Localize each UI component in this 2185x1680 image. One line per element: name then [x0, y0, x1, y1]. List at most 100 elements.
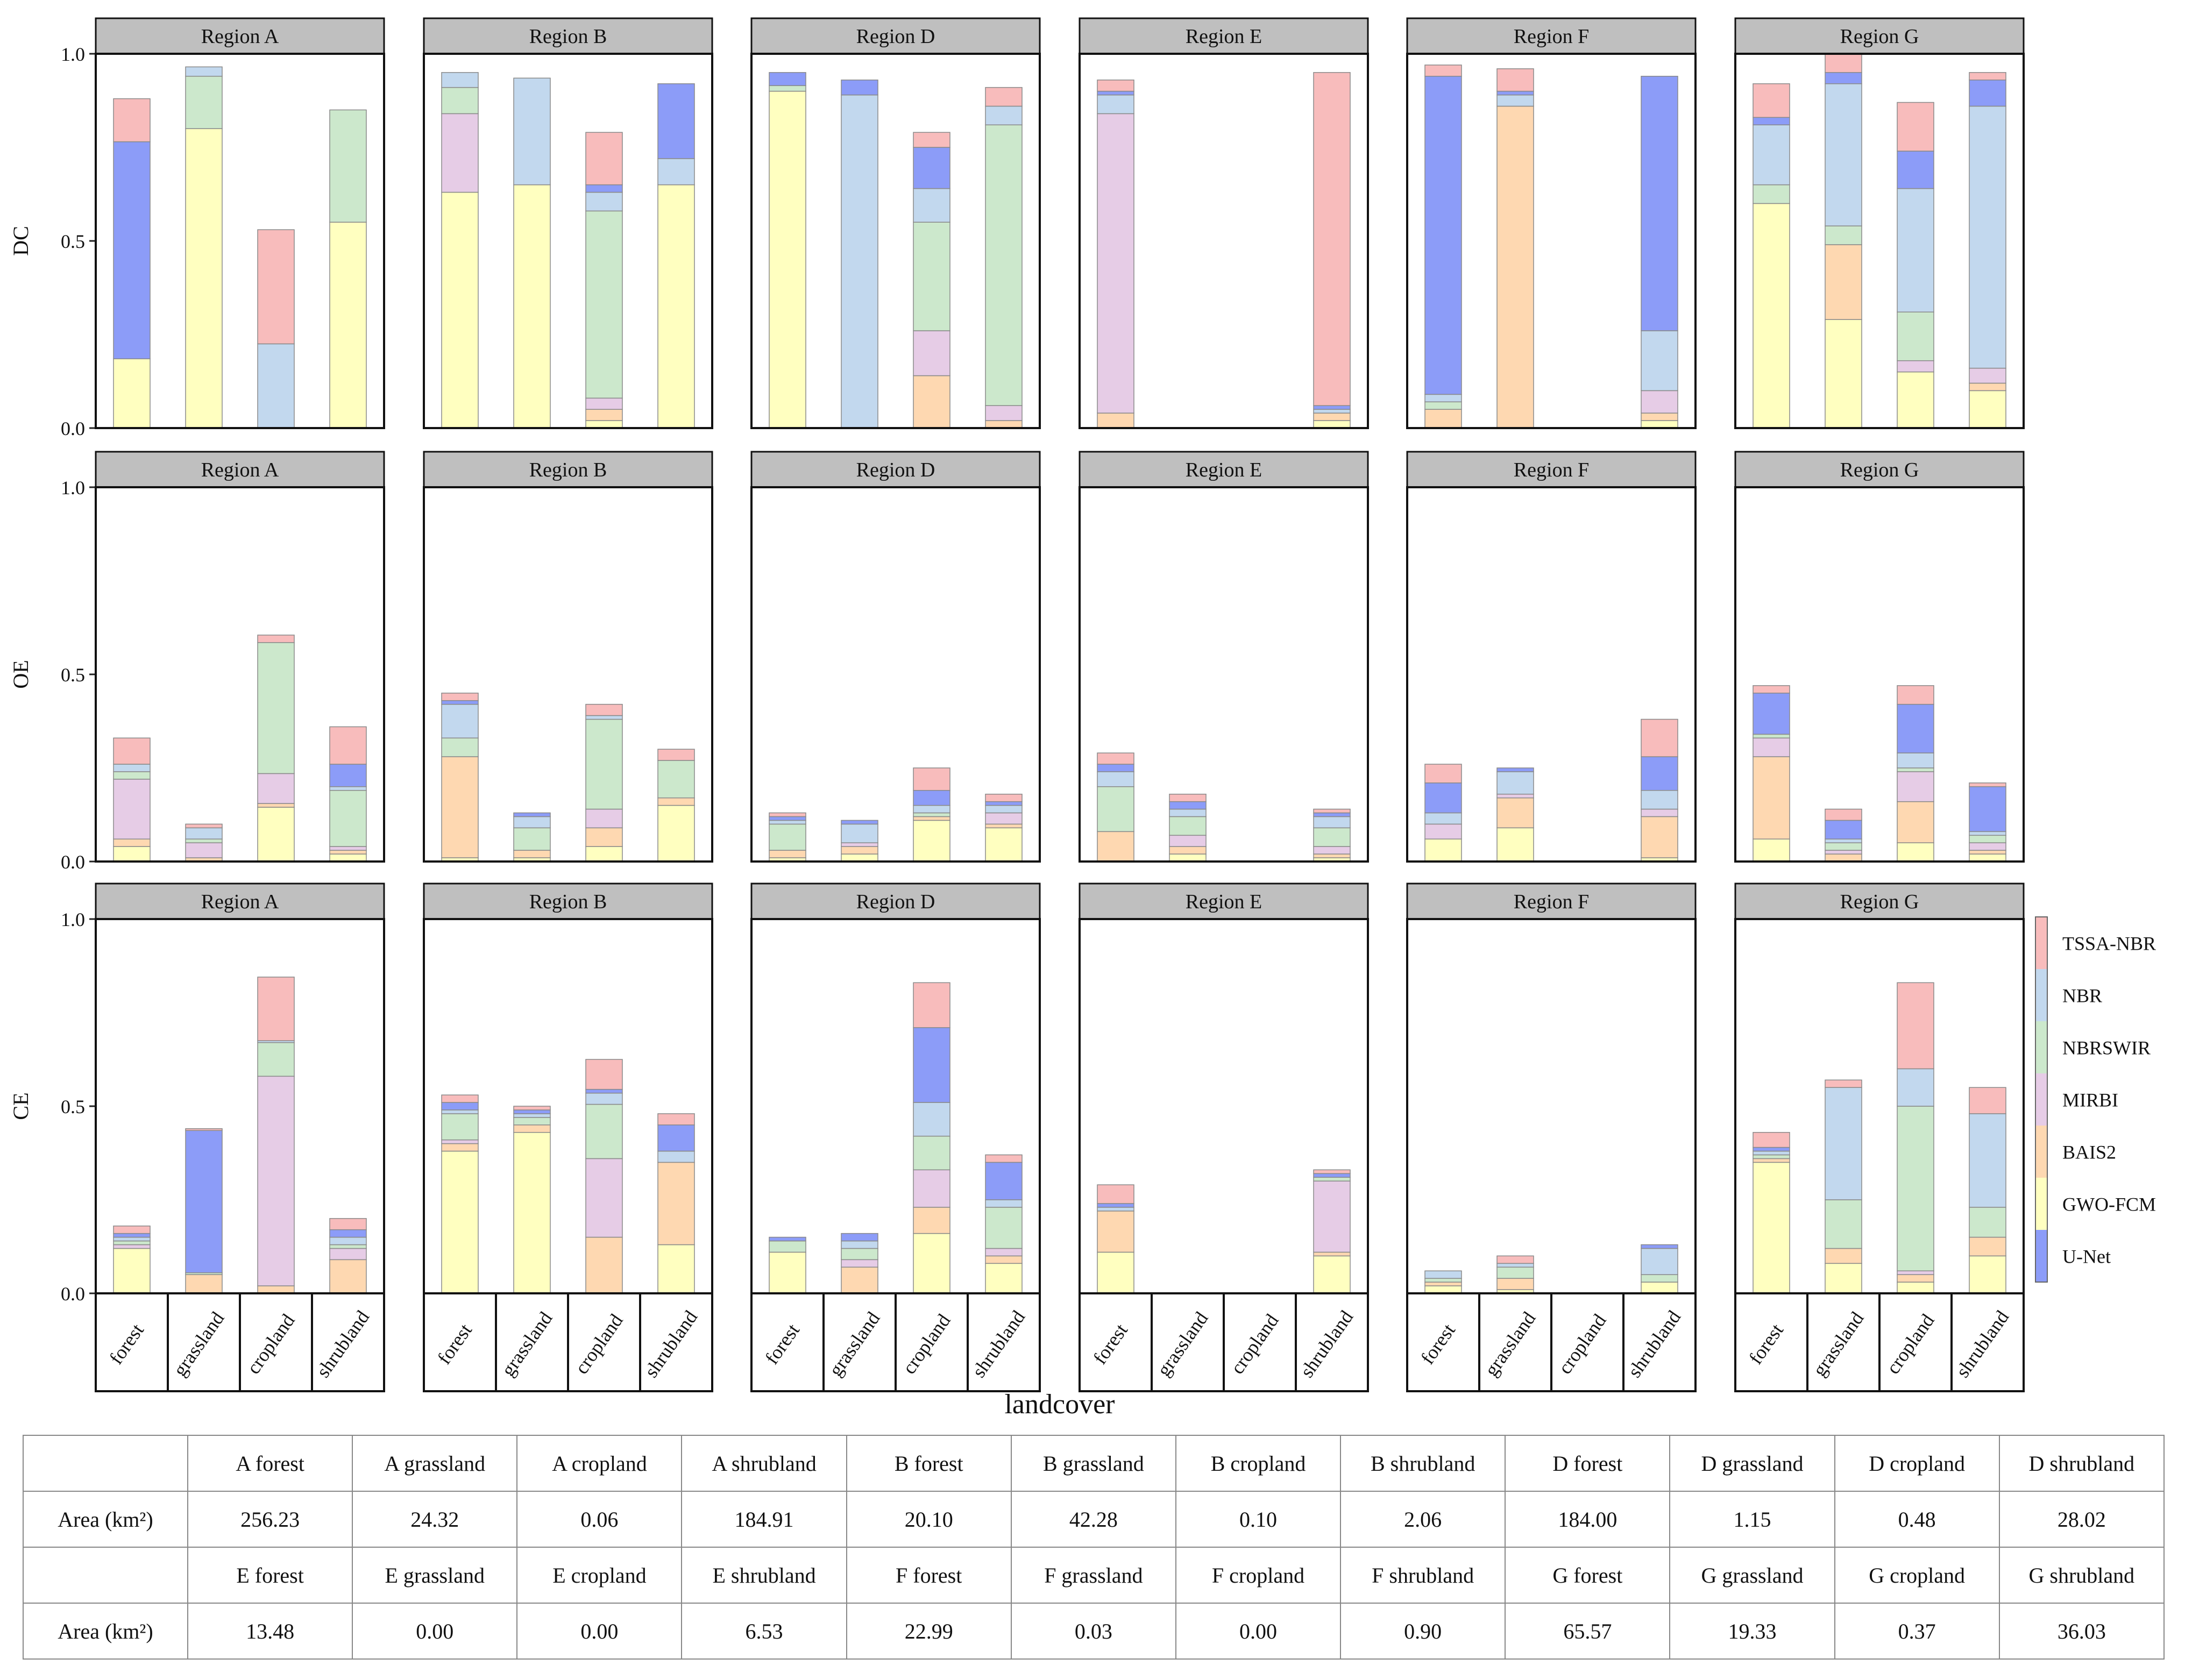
legend-swatch-mirbi — [2035, 1073, 2047, 1126]
panel-frame — [95, 53, 385, 429]
bar-segment-nbr — [841, 94, 878, 429]
x-tick-label: shrubland — [1296, 1306, 1357, 1381]
area-table-value-cell: 0.37 — [1834, 1603, 2000, 1660]
bar-segment-mirbi — [1641, 808, 1678, 817]
bar-segment-tssa-nbr — [257, 229, 295, 345]
bar-segment-gwo-fcm — [985, 827, 1023, 862]
bar-segment-nbr — [1097, 94, 1134, 115]
legend-label: NBR — [2062, 985, 2102, 1007]
bar-segment-mirbi — [585, 397, 623, 410]
bar-segment-gwo-fcm — [185, 128, 223, 429]
y-tick-label: 0.0 — [61, 851, 85, 873]
area-table-row-label: Area (km²) — [23, 1491, 188, 1548]
bar-segment-nbr — [769, 820, 806, 825]
bar-segment-nbr — [985, 805, 1023, 814]
bar-segment-mirbi — [113, 1244, 151, 1249]
area-table-value-cell: 1.15 — [1669, 1491, 1835, 1548]
bar-segment-u-net — [1641, 1244, 1678, 1249]
bar-segment-tssa-nbr — [657, 1113, 695, 1126]
bar-segment-tssa-nbr — [1424, 764, 1462, 784]
bar-segment-mirbi — [1169, 835, 1207, 847]
x-tick-label: cropland — [898, 1310, 955, 1378]
bar-segment-bais2 — [1313, 412, 1351, 421]
bar-segment-nbr — [1641, 1248, 1678, 1275]
area-table-header-cell: A shrubland — [681, 1435, 847, 1492]
bar-segment-nbr — [585, 191, 623, 212]
bar-segment-tssa-nbr — [1313, 1169, 1351, 1174]
bar-segment-nbr — [513, 1113, 551, 1118]
bar-segment-gwo-fcm — [1313, 420, 1351, 429]
bar-segment-nbr — [1496, 94, 1534, 107]
x-tick-label: forest — [433, 1320, 476, 1368]
area-table-header-cell: B forest — [846, 1435, 1012, 1492]
bar-segment-u-net — [1897, 703, 1934, 753]
strip-label: Region F — [1514, 25, 1589, 48]
bar-segment-tssa-nbr — [585, 1059, 623, 1090]
bar-segment-gwo-fcm — [1097, 1251, 1134, 1294]
bar-segment-tssa-nbr — [985, 87, 1023, 107]
strip-region-e — [1079, 451, 1369, 488]
bar-segment-nbr — [913, 805, 950, 814]
strip-label: Region A — [201, 25, 279, 48]
faceted-stacked-bar-chart: DC 0.0 0.5 1.0 Region A Region B Region D Regio… — [9, 17, 2156, 1420]
bar-segment-nbrswir — [841, 1248, 878, 1261]
bar-segment-tssa-nbr — [1097, 752, 1134, 765]
x-tick-label: shrubland — [1623, 1306, 1685, 1381]
area-table-header-cell: A grassland — [352, 1435, 518, 1492]
bar-segment-gwo-fcm — [1641, 1282, 1678, 1294]
bar-segment-nbrswir — [329, 109, 367, 223]
area-table-header-cell: B grassland — [1010, 1435, 1176, 1492]
area-table-header-cell: G cropland — [1834, 1547, 2000, 1604]
bar-segment-nbr — [257, 343, 295, 429]
area-table-header-cell: B cropland — [1175, 1435, 1342, 1492]
bar-segment-bais2 — [1496, 797, 1534, 829]
bar-segment-nbr — [185, 66, 223, 77]
area-table-header-cell: F grassland — [1010, 1547, 1176, 1604]
bar-segment-u-net — [769, 816, 806, 821]
area-table-header-cell: D shrubland — [1998, 1435, 2165, 1492]
strip-region-d — [750, 882, 1041, 920]
bar-segment-nbrswir — [1424, 1278, 1462, 1283]
bar-segment-nbrswir — [1641, 1274, 1678, 1283]
bar-segment-u-net — [769, 1236, 806, 1242]
bar-segment-tssa-nbr — [513, 1106, 551, 1110]
area-table-corner — [23, 1547, 188, 1604]
bar-segment-tssa-nbr — [1969, 72, 2006, 81]
bar-segment-bais2 — [1969, 382, 2006, 391]
bar-segment-gwo-fcm — [657, 1244, 695, 1294]
bar-segment-mirbi — [841, 842, 878, 847]
bar-segment-u-net — [769, 72, 806, 86]
bar-segment-u-net — [1496, 90, 1534, 96]
bar-segment-nbr — [585, 715, 623, 720]
bar-segment-nbrswir — [185, 838, 223, 843]
panel-frame — [1734, 53, 2025, 429]
bar-segment-gwo-fcm — [913, 820, 950, 862]
panel-frame — [1079, 53, 1369, 429]
bar-segment-bais2 — [1641, 412, 1678, 421]
bar-segment-tssa-nbr — [1496, 68, 1534, 92]
bar-segment-mirbi — [1424, 823, 1462, 839]
bar-segment-nbr — [329, 1236, 367, 1245]
bar-segment-u-net — [513, 812, 551, 817]
bar-segment-bais2 — [1753, 756, 1790, 839]
bar-segment-nbrswir — [985, 124, 1023, 406]
bar-segment-nbr — [657, 1150, 695, 1163]
bar-segment-tssa-nbr — [769, 812, 806, 817]
bar-segment-u-net — [913, 790, 950, 806]
x-tick-label: forest — [1089, 1320, 1132, 1368]
bar-segment-u-net — [1496, 767, 1534, 772]
bar-segment-tssa-nbr — [1753, 685, 1790, 694]
strip-region-g — [1734, 17, 2025, 55]
bar-segment-tssa-nbr — [913, 767, 950, 791]
bar-segment-gwo-fcm — [769, 1251, 806, 1294]
bar-segment-tssa-nbr — [1097, 79, 1134, 92]
bar-segment-bais2 — [913, 816, 950, 821]
bar-segment-gwo-fcm — [1825, 1263, 1862, 1294]
bar-segment-gwo-fcm — [657, 805, 695, 862]
bar-segment-gwo-fcm — [1897, 371, 1934, 429]
bar-segment-u-net — [1969, 79, 2006, 107]
x-tick-label: cropland — [1882, 1310, 1939, 1378]
bar-segment-tssa-nbr — [113, 98, 151, 143]
bar-segment-nbr — [585, 1092, 623, 1105]
bar-segment-gwo-fcm — [1424, 1285, 1462, 1294]
